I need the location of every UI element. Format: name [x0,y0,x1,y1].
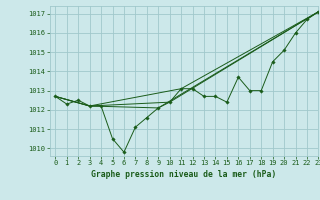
X-axis label: Graphe pression niveau de la mer (hPa): Graphe pression niveau de la mer (hPa) [92,170,276,179]
